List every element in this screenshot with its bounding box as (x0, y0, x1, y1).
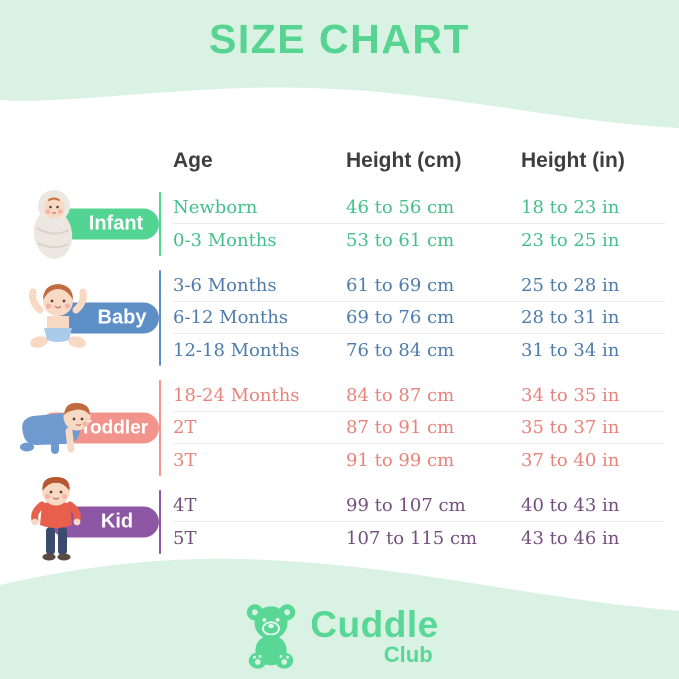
age-cell: 4T (173, 495, 197, 516)
table-row: 5T 107 to 115 cm 43 to 46 in (173, 522, 665, 554)
header-age: Age (173, 149, 213, 172)
size-group-toddler: Toddler 18-24 Months (15, 380, 665, 476)
height-cm-cell: 61 to 69 cm (346, 275, 455, 296)
baby-illustration (29, 284, 87, 348)
age-cell: 0-3 Months (173, 229, 277, 251)
size-table: Age Height (cm) Height (in) Infant (15, 144, 665, 568)
height-cm-cell: 69 to 76 cm (346, 307, 455, 328)
height-in-cell: 40 to 43 in (521, 495, 620, 516)
age-cell: 3T (173, 449, 197, 471)
table-row: 2T 87 to 91 cm 35 to 37 in (173, 412, 665, 444)
height-in-cell: 25 to 28 in (521, 275, 620, 296)
infant-rows: Newborn 46 to 56 cm 18 to 23 in 0-3 Mont… (173, 192, 665, 256)
size-group-kid: Kid (15, 477, 665, 561)
table-row: 3-6 Months 61 to 69 cm 25 to 28 in (173, 270, 665, 302)
infant-pill-label: Infant (88, 212, 144, 235)
toddler-illustration (20, 402, 91, 454)
kid-illustration (31, 477, 81, 561)
baby-pill: Baby (57, 302, 159, 334)
height-cm-cell: 87 to 91 cm (346, 417, 455, 438)
age-cell: 18-24 Months (173, 385, 300, 406)
height-in-cell: 28 to 31 in (521, 307, 620, 328)
baby-divider-line (159, 270, 161, 366)
infant-divider-line (159, 192, 161, 256)
brand-name: Cuddle (310, 603, 439, 645)
toddler-pill-label: Toddler (79, 417, 149, 438)
size-group-baby: Baby (15, 270, 665, 366)
baby-figure: Baby (15, 270, 159, 366)
size-group-infant: Infant Newbo (15, 190, 665, 259)
brand-subname: Club (383, 641, 433, 667)
table-row: Newborn 46 to 56 cm 18 to 23 in (173, 192, 665, 224)
height-cm-cell: 91 to 99 cm (346, 449, 455, 471)
table-row: 18-24 Months 84 to 87 cm 34 to 35 in (173, 380, 665, 412)
infant-figure: Infant (15, 190, 159, 259)
age-cell: Newborn (173, 197, 258, 218)
brand-wordmark: Cuddle Club (310, 606, 438, 666)
toddler-rows: 18-24 Months 84 to 87 cm 34 to 35 in 2T … (173, 380, 665, 476)
age-cell: 6-12 Months (173, 307, 289, 328)
age-cell: 2T (173, 417, 197, 438)
height-in-cell: 37 to 40 in (521, 449, 620, 471)
infant-baby-illustration (33, 190, 73, 259)
age-cell: 5T (173, 527, 197, 549)
toddler-divider-line (159, 380, 161, 476)
table-header: Age Height (cm) Height (in) (15, 144, 665, 178)
table-row: 12-18 Months 76 to 84 cm 31 to 34 in (173, 334, 665, 366)
toddler-figure: Toddler (15, 380, 159, 476)
baby-pill-label: Baby (97, 306, 147, 329)
height-cm-cell: 107 to 115 cm (346, 527, 478, 549)
height-cm-cell: 76 to 84 cm (346, 339, 455, 361)
table-row: 6-12 Months 69 to 76 cm 28 to 31 in (173, 302, 665, 334)
height-in-cell: 43 to 46 in (521, 527, 620, 549)
page-title: SIZE CHART (209, 16, 470, 62)
height-in-cell: 31 to 34 in (521, 339, 620, 361)
bottom-wave-decoration (0, 558, 679, 679)
kid-rows: 4T 99 to 107 cm 40 to 43 in 5T 107 to 11… (173, 490, 665, 554)
height-cm-cell: 46 to 56 cm (346, 197, 455, 218)
height-in-cell: 34 to 35 in (521, 385, 620, 406)
top-wave-decoration (0, 0, 679, 128)
header-height-in: Height (in) (521, 149, 625, 172)
kid-pill-label: Kid (100, 510, 134, 533)
height-cm-cell: 53 to 61 cm (346, 229, 455, 251)
kid-figure: Kid (15, 477, 159, 561)
brand-footer: Cuddle Club (0, 601, 679, 671)
table-row: 0-3 Months 53 to 61 cm 23 to 25 in (173, 224, 665, 256)
header-height-cm: Height (cm) (346, 149, 462, 172)
height-cm-cell: 84 to 87 cm (346, 385, 455, 406)
height-in-cell: 18 to 23 in (521, 197, 620, 218)
baby-rows: 3-6 Months 61 to 69 cm 25 to 28 in 6-12 … (173, 270, 665, 366)
table-row: 3T 91 to 99 cm 37 to 40 in (173, 444, 665, 476)
kid-divider-line (159, 490, 161, 554)
height-cm-cell: 99 to 107 cm (346, 495, 466, 516)
height-in-cell: 23 to 25 in (521, 229, 620, 251)
cuddle-club-bear-logo-icon (247, 604, 296, 669)
age-cell: 12-18 Months (173, 339, 300, 361)
age-cell: 3-6 Months (173, 275, 277, 296)
height-in-cell: 35 to 37 in (521, 417, 620, 438)
table-row: 4T 99 to 107 cm 40 to 43 in (173, 490, 665, 522)
